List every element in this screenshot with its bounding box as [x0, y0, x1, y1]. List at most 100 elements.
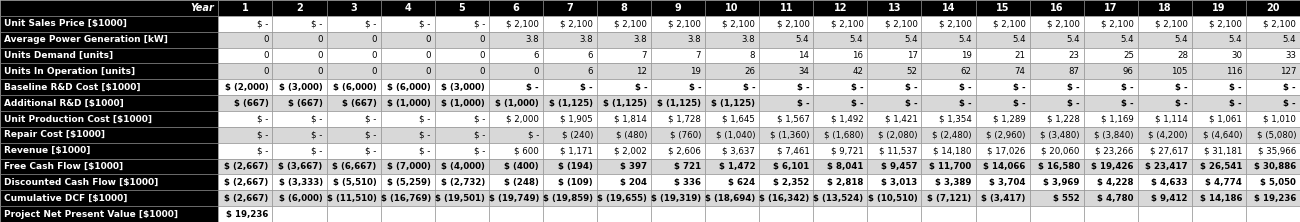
FancyBboxPatch shape [1030, 190, 1084, 206]
FancyBboxPatch shape [1192, 32, 1245, 48]
FancyBboxPatch shape [1138, 0, 1192, 16]
FancyBboxPatch shape [1245, 95, 1300, 111]
FancyBboxPatch shape [489, 63, 543, 79]
FancyBboxPatch shape [651, 63, 705, 79]
FancyBboxPatch shape [705, 127, 759, 143]
Text: $ (1,680): $ (1,680) [824, 130, 863, 139]
Text: $ (4,200): $ (4,200) [1148, 130, 1188, 139]
FancyBboxPatch shape [975, 48, 1030, 63]
FancyBboxPatch shape [326, 127, 381, 143]
FancyBboxPatch shape [1084, 95, 1138, 111]
FancyBboxPatch shape [489, 0, 543, 16]
FancyBboxPatch shape [434, 0, 489, 16]
FancyBboxPatch shape [922, 190, 975, 206]
Text: $ 9,412: $ 9,412 [1152, 194, 1188, 203]
Text: $ 4,228: $ 4,228 [1097, 178, 1134, 187]
FancyBboxPatch shape [1192, 48, 1245, 63]
Text: $ (19,319): $ (19,319) [651, 194, 701, 203]
FancyBboxPatch shape [814, 159, 867, 174]
FancyBboxPatch shape [489, 143, 543, 159]
FancyBboxPatch shape [651, 190, 705, 206]
FancyBboxPatch shape [1245, 206, 1300, 222]
Text: $ 204: $ 204 [620, 178, 647, 187]
FancyBboxPatch shape [597, 95, 651, 111]
Text: 3.8: 3.8 [742, 35, 755, 44]
FancyBboxPatch shape [759, 143, 814, 159]
Text: $ -: $ - [742, 83, 755, 92]
FancyBboxPatch shape [1084, 32, 1138, 48]
FancyBboxPatch shape [1084, 143, 1138, 159]
FancyBboxPatch shape [651, 143, 705, 159]
Text: $ (1,360): $ (1,360) [770, 130, 810, 139]
FancyBboxPatch shape [434, 159, 489, 174]
Text: $ -: $ - [473, 114, 485, 123]
Text: Project Net Present Value [$1000]: Project Net Present Value [$1000] [4, 210, 178, 219]
FancyBboxPatch shape [326, 32, 381, 48]
Text: 11: 11 [780, 3, 793, 13]
Text: $ (2,480): $ (2,480) [932, 130, 971, 139]
Text: $ 397: $ 397 [620, 162, 647, 171]
Text: $ (19,501): $ (19,501) [436, 194, 485, 203]
FancyBboxPatch shape [975, 111, 1030, 127]
FancyBboxPatch shape [543, 32, 597, 48]
Text: $ 624: $ 624 [728, 178, 755, 187]
Text: $ -: $ - [1230, 83, 1242, 92]
FancyBboxPatch shape [975, 32, 1030, 48]
Text: $ (480): $ (480) [616, 130, 647, 139]
Text: Units Demand [units]: Units Demand [units] [4, 51, 113, 60]
Text: 6: 6 [588, 51, 593, 60]
Text: $ (19,859): $ (19,859) [543, 194, 593, 203]
FancyBboxPatch shape [705, 16, 759, 32]
FancyBboxPatch shape [434, 48, 489, 63]
FancyBboxPatch shape [814, 174, 867, 190]
FancyBboxPatch shape [0, 79, 218, 95]
FancyBboxPatch shape [0, 143, 218, 159]
Text: $ -: $ - [905, 83, 918, 92]
FancyBboxPatch shape [1030, 48, 1084, 63]
FancyBboxPatch shape [381, 127, 434, 143]
FancyBboxPatch shape [0, 95, 218, 111]
Text: $ 2,002: $ 2,002 [615, 146, 647, 155]
Text: $ -: $ - [1175, 83, 1188, 92]
Text: $ 1,169: $ 1,169 [1101, 114, 1134, 123]
Text: $ 2,100: $ 2,100 [506, 19, 540, 28]
Text: $ 1,171: $ 1,171 [560, 146, 593, 155]
FancyBboxPatch shape [597, 111, 651, 127]
Text: 0: 0 [480, 51, 485, 60]
FancyBboxPatch shape [922, 63, 975, 79]
Text: $ 1,492: $ 1,492 [831, 114, 863, 123]
Text: Average Power Generation [kW]: Average Power Generation [kW] [4, 35, 168, 44]
FancyBboxPatch shape [273, 127, 326, 143]
FancyBboxPatch shape [381, 63, 434, 79]
FancyBboxPatch shape [814, 16, 867, 32]
Text: $ -: $ - [634, 83, 647, 92]
FancyBboxPatch shape [705, 190, 759, 206]
Text: $ 4,780: $ 4,780 [1097, 194, 1134, 203]
FancyBboxPatch shape [326, 206, 381, 222]
FancyBboxPatch shape [975, 143, 1030, 159]
FancyBboxPatch shape [1245, 63, 1300, 79]
Text: $ 9,721: $ 9,721 [831, 146, 863, 155]
FancyBboxPatch shape [434, 143, 489, 159]
FancyBboxPatch shape [1030, 174, 1084, 190]
FancyBboxPatch shape [326, 190, 381, 206]
Text: 5.4: 5.4 [1283, 35, 1296, 44]
FancyBboxPatch shape [597, 206, 651, 222]
FancyBboxPatch shape [651, 95, 705, 111]
Text: 87: 87 [1069, 67, 1080, 76]
FancyBboxPatch shape [1084, 174, 1138, 190]
FancyBboxPatch shape [489, 48, 543, 63]
Text: 0: 0 [317, 51, 322, 60]
Text: $ 1,289: $ 1,289 [993, 114, 1026, 123]
Text: 25: 25 [1123, 51, 1134, 60]
FancyBboxPatch shape [975, 127, 1030, 143]
Text: $ -: $ - [959, 83, 971, 92]
FancyBboxPatch shape [814, 190, 867, 206]
FancyBboxPatch shape [218, 16, 273, 32]
FancyBboxPatch shape [814, 206, 867, 222]
Text: $ (4,000): $ (4,000) [441, 162, 485, 171]
FancyBboxPatch shape [273, 143, 326, 159]
Text: 21: 21 [1015, 51, 1026, 60]
FancyBboxPatch shape [705, 48, 759, 63]
Text: $ (3,333): $ (3,333) [278, 178, 322, 187]
